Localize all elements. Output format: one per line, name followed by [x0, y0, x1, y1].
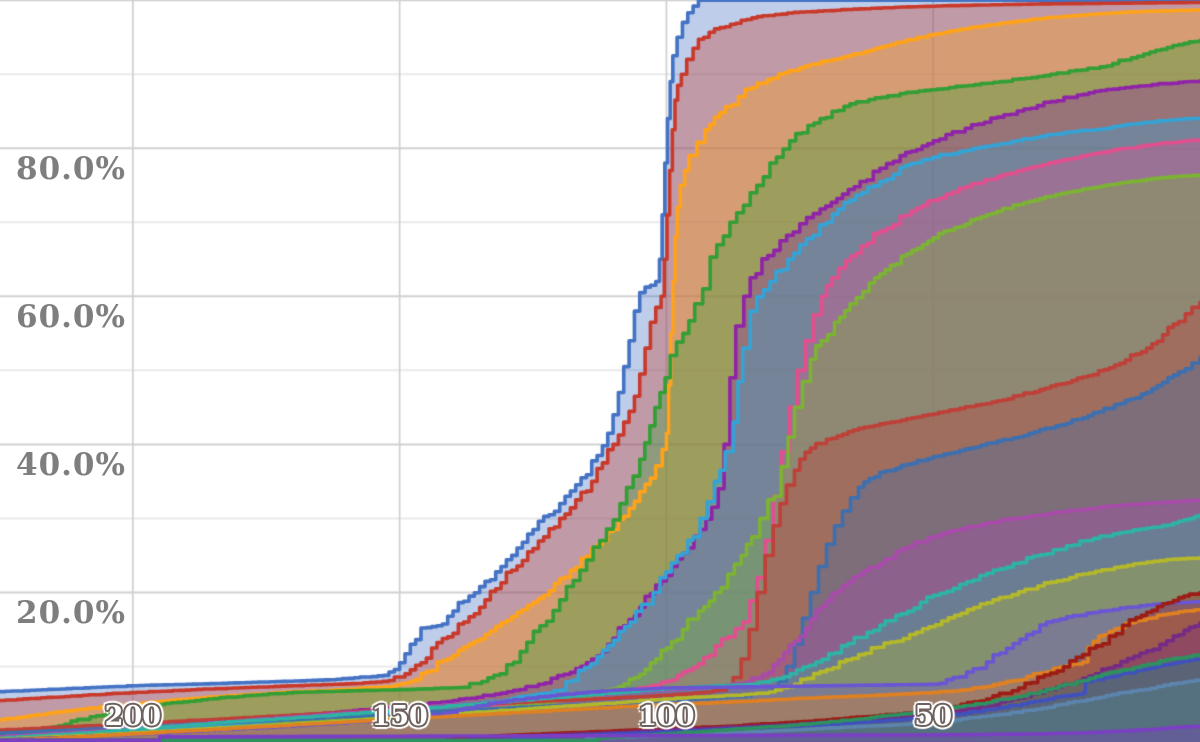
y-axis-tick-label: 60.0% — [16, 299, 126, 336]
y-axis-tick-label: 40.0% — [16, 447, 126, 484]
y-axis-tick-label: 80.0% — [16, 151, 126, 188]
x-axis-tick-label: 50 — [914, 701, 952, 732]
x-axis-tick-label: 100 — [638, 701, 695, 732]
x-axis-tick-label: 150 — [371, 701, 428, 732]
x-axis-tick-label: 200 — [104, 701, 162, 732]
y-axis-tick-label: 20.0% — [16, 595, 126, 632]
